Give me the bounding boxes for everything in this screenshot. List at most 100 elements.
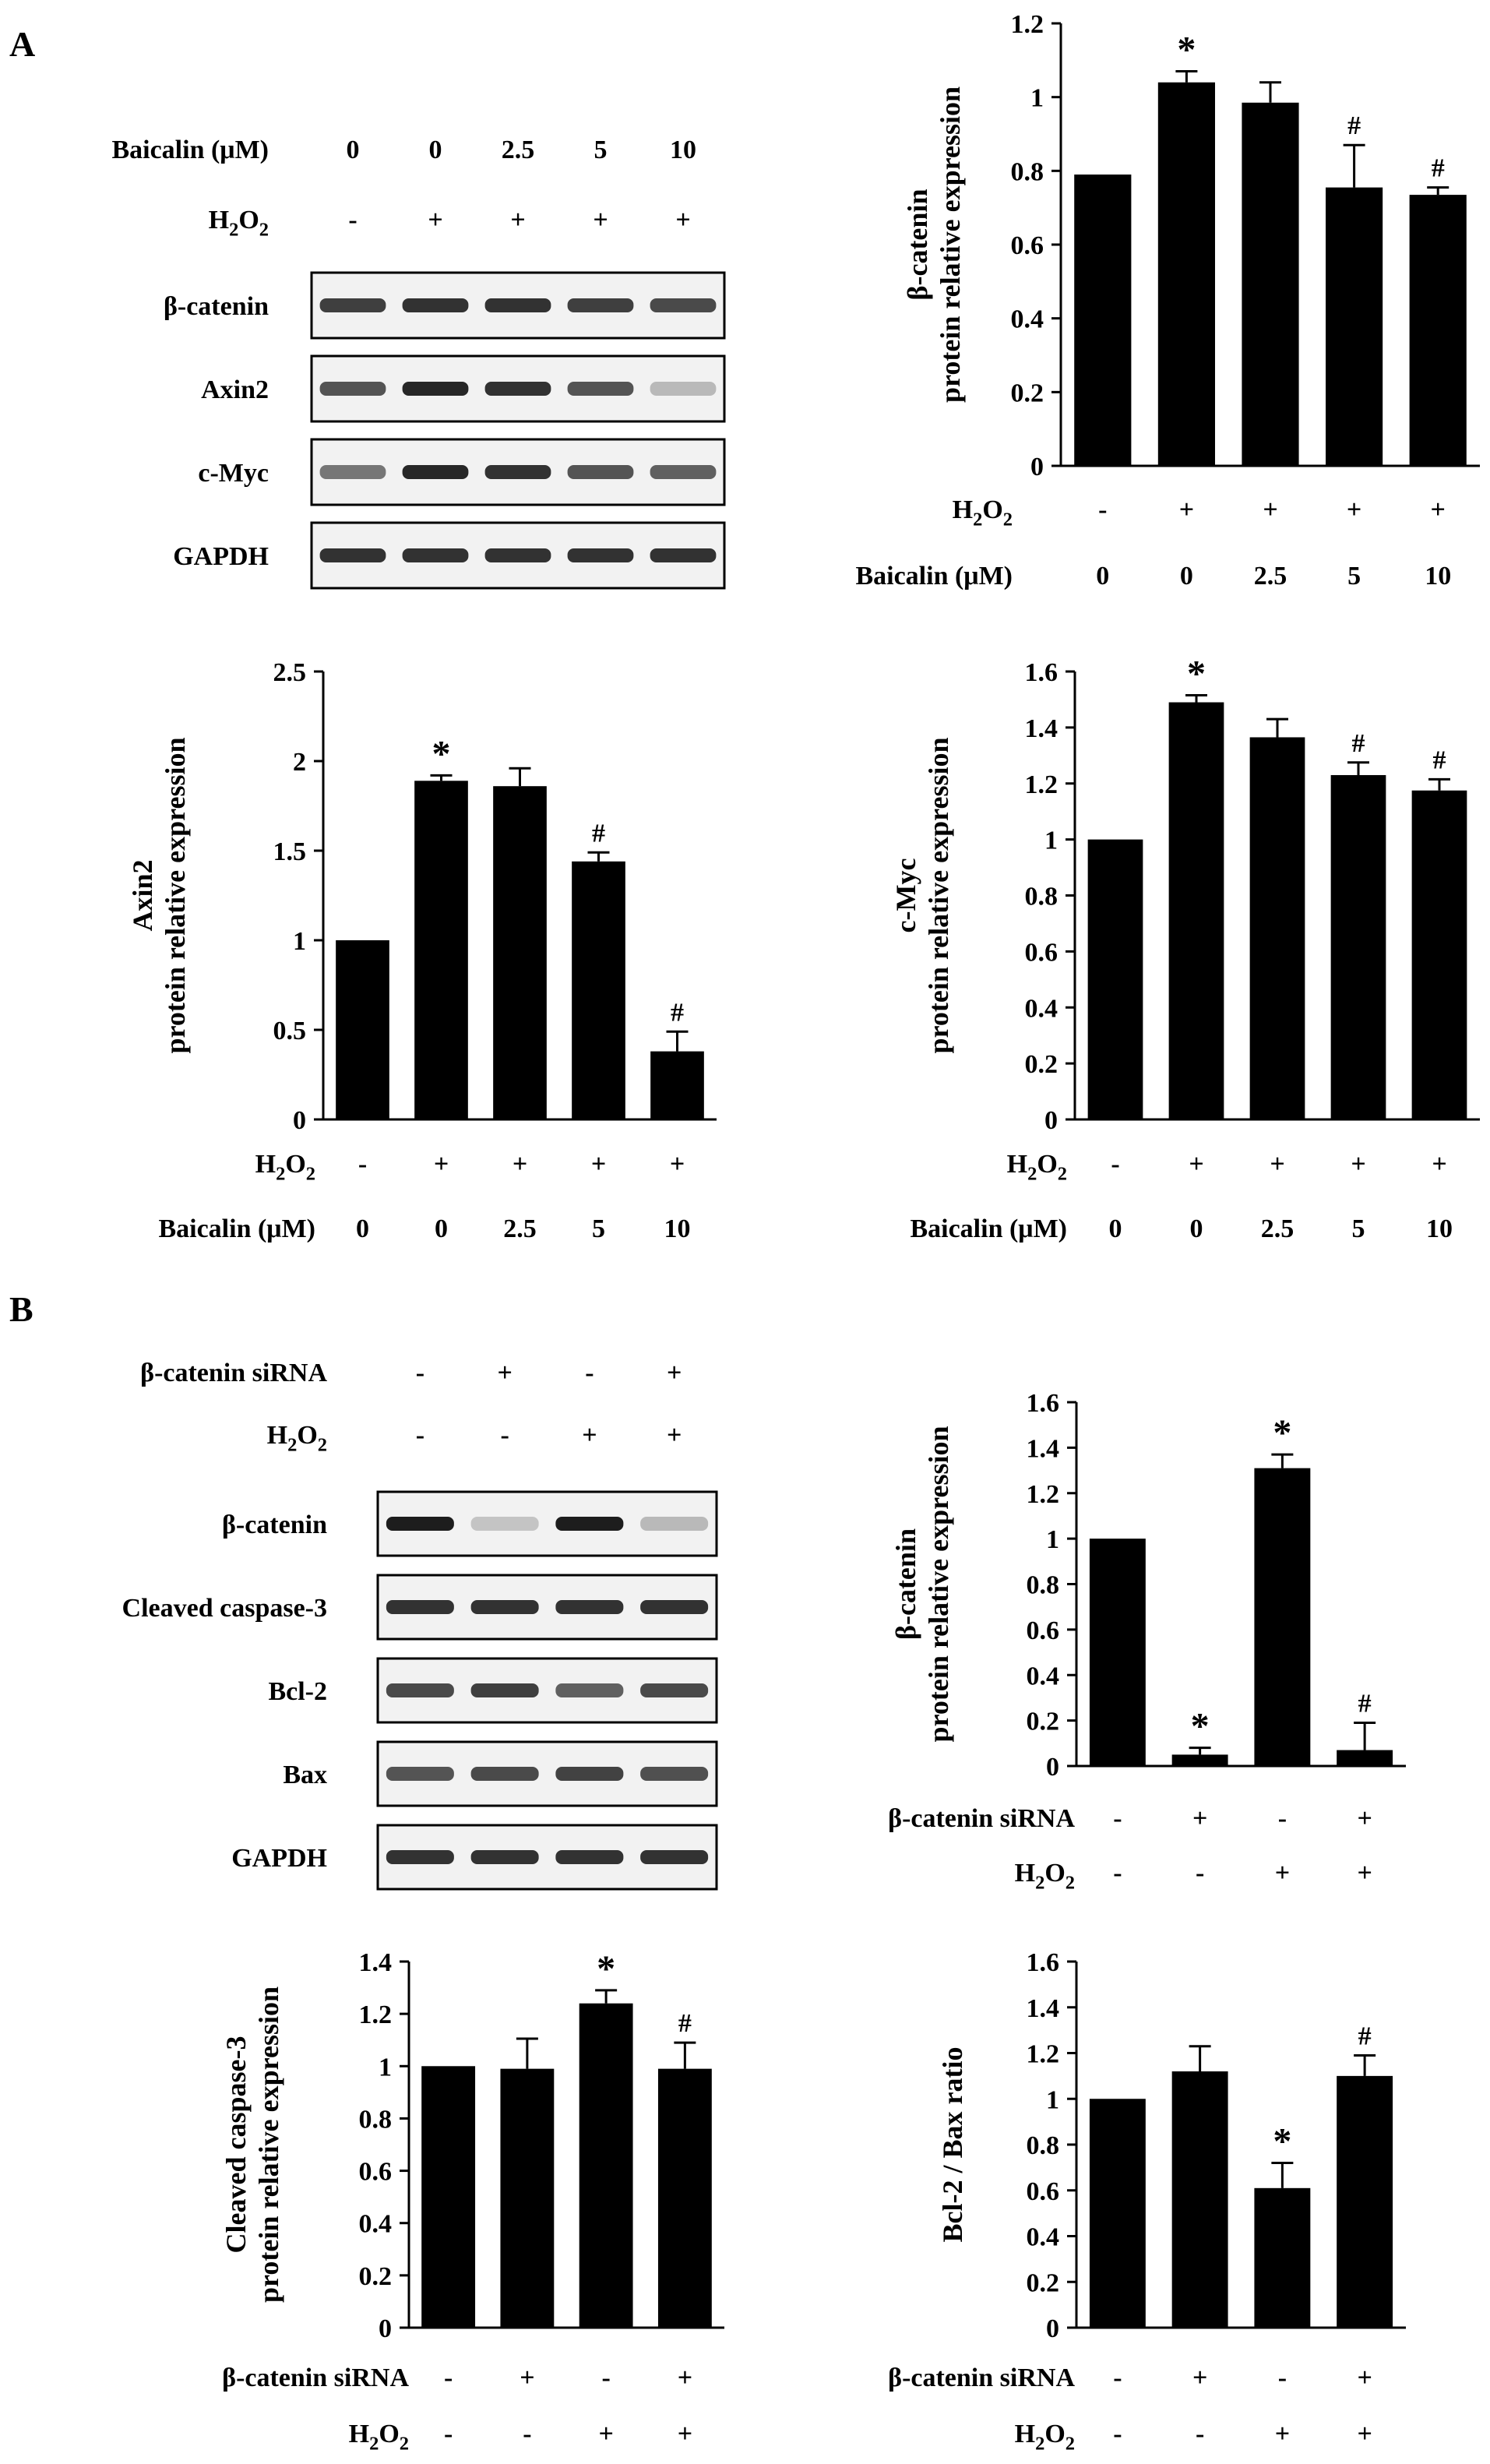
y-tick-label: 0.2 (1027, 2268, 1060, 2297)
significance-mark: * (1187, 654, 1206, 695)
treatment-value: - (500, 1421, 509, 1450)
band (555, 1600, 624, 1614)
treatment-value: + (675, 206, 690, 234)
y-tick-label: 1.4 (359, 1948, 393, 1977)
band (640, 1767, 709, 1781)
band-label: GAPDH (173, 542, 269, 571)
treatment-value: 2.5 (502, 136, 535, 164)
condition-value: 0 (1096, 562, 1109, 590)
band (555, 1767, 624, 1781)
bar (1171, 2071, 1228, 2328)
bar (1168, 702, 1224, 1119)
bar (1254, 2187, 1311, 2328)
condition-label: H2O2 (1007, 1150, 1067, 1185)
condition-value: 5 (1352, 1214, 1365, 1243)
condition-label: Baicalin (μM) (855, 562, 1013, 590)
significance-mark: # (671, 998, 684, 1027)
chart-B-bcl2bax: 0 0.2 0.4 0.6 0.8 1 1.2 1.4 1.6 Bcl-2 / Bax ratio… (888, 1948, 1406, 2455)
band (402, 382, 469, 396)
band (386, 1850, 454, 1864)
condition-value: + (1189, 1150, 1203, 1179)
y-axis-label: protein relative expression (923, 738, 954, 1054)
condition-value: + (1431, 495, 1446, 524)
condition-value: - (1278, 1804, 1287, 1833)
band (386, 1683, 454, 1697)
band (640, 1517, 709, 1531)
y-axis-label: β-catenin (902, 189, 933, 301)
blot-B: β-catenin siRNA - + - + H2O2 - - + + β-catenin Clea… (122, 1359, 718, 1891)
treatment-label: β-catenin siRNA (140, 1359, 327, 1387)
band (470, 1683, 539, 1697)
y-tick-label: 0 (1046, 2314, 1059, 2343)
treatment-value: + (667, 1359, 682, 1387)
band (650, 465, 717, 479)
band-label: β-catenin (222, 1510, 327, 1539)
condition-value: + (1192, 2364, 1207, 2392)
y-tick-label: 2 (293, 748, 306, 777)
bar (493, 786, 547, 1119)
bar (1171, 1754, 1228, 1766)
condition-label: β-catenin siRNA (888, 1804, 1075, 1833)
y-tick-label: 0 (1030, 453, 1044, 481)
y-tick-label: 0.6 (1027, 1616, 1060, 1645)
treatment-value: + (510, 206, 525, 234)
bar (1089, 2099, 1146, 2328)
y-tick-label: 0 (1044, 1106, 1058, 1135)
band (484, 465, 551, 479)
condition-value: 2.5 (1254, 562, 1287, 590)
y-tick-label: 0 (379, 2314, 392, 2343)
significance-mark: * (597, 1948, 615, 1990)
significance-mark: * (1273, 2121, 1291, 2163)
treatment-value: - (348, 206, 357, 234)
y-tick-label: 1 (1046, 2085, 1059, 2114)
condition-label: H2O2 (1015, 2420, 1075, 2455)
y-tick-label: 0.6 (359, 2158, 393, 2187)
y-tick-label: 0.4 (359, 2210, 393, 2239)
band (640, 1600, 709, 1614)
y-tick-label: 0.8 (1027, 2131, 1060, 2160)
condition-value: - (1113, 2364, 1122, 2392)
panel-label-b: B (9, 1289, 33, 1329)
significance-mark: # (1432, 154, 1445, 183)
bar (650, 1051, 704, 1119)
treatment-value: 10 (670, 136, 696, 164)
treatment-value: + (593, 206, 608, 234)
band (650, 298, 717, 312)
treatment-label: Baicalin (μM) (111, 136, 269, 164)
treatment-value: + (582, 1421, 597, 1450)
treatment-value: + (428, 206, 442, 234)
y-tick-label: 1.5 (273, 837, 307, 866)
condition-value: + (1192, 1804, 1207, 1833)
panel-label-a: A (9, 24, 35, 64)
bar (1254, 1468, 1311, 1766)
y-tick-label: 1.6 (1025, 658, 1058, 687)
bar (1249, 737, 1305, 1119)
band (484, 382, 551, 396)
band (470, 1600, 539, 1614)
condition-value: + (1357, 2420, 1372, 2448)
condition-value: + (678, 2420, 692, 2448)
treatment-value: + (667, 1421, 682, 1450)
condition-value: + (1347, 495, 1361, 524)
condition-value: + (1275, 2420, 1290, 2448)
bar (414, 781, 468, 1119)
band (650, 548, 717, 562)
y-tick-label: 1 (1030, 84, 1044, 113)
band-label: Bax (283, 1761, 327, 1789)
condition-label: H2O2 (1015, 1859, 1075, 1894)
bar (1411, 790, 1467, 1119)
y-tick-label: 1 (1046, 1525, 1059, 1554)
treatment-value: - (585, 1359, 594, 1387)
significance-mark: # (1358, 2022, 1372, 2050)
band (386, 1767, 454, 1781)
bar (1242, 102, 1299, 466)
treatment-value: 0 (347, 136, 360, 164)
condition-value: + (598, 2420, 613, 2448)
y-tick-label: 0.4 (1027, 1662, 1060, 1690)
y-tick-label: 1.4 (1027, 1994, 1060, 2023)
condition-value: + (1351, 1150, 1365, 1179)
y-tick-label: 1.6 (1027, 1389, 1060, 1418)
condition-label: β-catenin siRNA (222, 2364, 409, 2392)
significance-mark: * (1177, 30, 1196, 71)
